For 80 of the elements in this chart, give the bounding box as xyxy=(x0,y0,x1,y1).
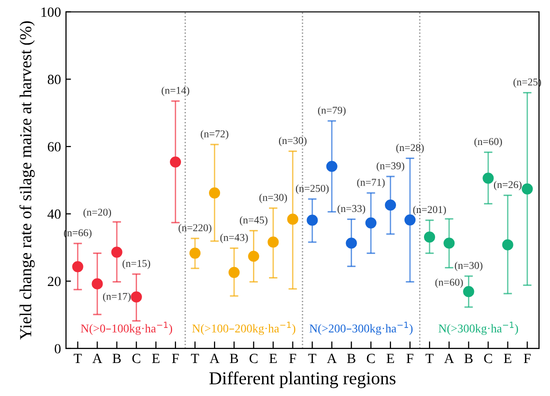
point xyxy=(306,214,318,226)
point xyxy=(111,246,122,258)
x-tick-label: F xyxy=(406,354,414,363)
point xyxy=(365,217,376,228)
x-tick-label: A xyxy=(326,354,337,363)
annotation: (n=15) xyxy=(122,260,150,270)
x-tick-label: F xyxy=(172,354,179,363)
x-tick-label: B xyxy=(230,354,238,364)
annotation: (n=30) xyxy=(278,136,306,146)
annotation: (n=250) xyxy=(296,184,329,194)
x-tick-label: A xyxy=(92,354,102,363)
point xyxy=(444,238,455,249)
x-tick-label: E xyxy=(152,354,160,363)
y-tick-label: 20 xyxy=(48,276,61,286)
point xyxy=(228,266,240,278)
y-axis-title: Yield change rate of silage maize at harvest (%) xyxy=(19,21,35,340)
x-tick-label: T xyxy=(426,354,434,363)
point xyxy=(248,250,260,262)
annotation: (n=33) xyxy=(338,204,366,214)
point xyxy=(92,278,103,290)
point xyxy=(268,236,279,248)
point xyxy=(287,214,298,225)
point xyxy=(130,291,142,303)
x-tick-label: T xyxy=(191,354,200,363)
annotation: (n=20) xyxy=(84,208,112,218)
x-tick-label: B xyxy=(347,354,356,364)
annotation: (n=39) xyxy=(376,162,404,172)
x-tick-label: C xyxy=(366,354,375,364)
annotation: (n=220) xyxy=(178,224,212,234)
point xyxy=(404,214,416,226)
text: N(>0–100kg·ha$^{−1}$) xyxy=(80,322,172,335)
point xyxy=(384,200,396,211)
x-tick-label: E xyxy=(504,354,512,363)
text: N(>300kg·ha$^{−1}$) xyxy=(438,322,518,335)
point xyxy=(463,286,474,298)
y-tick-label: 60 xyxy=(48,142,61,152)
annotation: (n=30) xyxy=(259,194,287,204)
point xyxy=(502,239,514,250)
annotation: (n=72) xyxy=(200,130,228,140)
annotation: (n=201) xyxy=(413,206,446,216)
x-tick-label: T xyxy=(74,354,82,363)
annotation: (n=43) xyxy=(220,234,248,244)
point xyxy=(170,156,182,168)
x-axis-title: Different planting regions xyxy=(209,371,396,388)
annotation: (n=71) xyxy=(357,178,385,188)
annotation: (n=26) xyxy=(494,180,522,190)
point xyxy=(522,183,533,194)
point xyxy=(326,160,338,172)
annotation: (n=79) xyxy=(318,106,346,116)
point xyxy=(189,248,201,259)
x-tick-label: B xyxy=(112,354,121,364)
text: N(>200–300kg·ha$^{−1}$) xyxy=(310,322,413,335)
y-tick-label: 0 xyxy=(54,344,61,354)
annotation: (n=60) xyxy=(435,278,463,288)
annotation: (n=17) xyxy=(103,292,131,302)
x-tick-label: E xyxy=(269,354,277,363)
x-tick-label: A xyxy=(210,354,220,363)
y-tick-label: 80 xyxy=(48,74,61,84)
point xyxy=(482,172,494,184)
annotation: (n=30) xyxy=(454,262,482,272)
y-tick-label: 100 xyxy=(42,7,61,17)
annotation: (n=45) xyxy=(240,216,268,226)
x-tick-label: E xyxy=(386,354,394,363)
x-tick-label: C xyxy=(250,354,258,364)
annotation: (n=14) xyxy=(162,86,190,96)
annotation: (n=60) xyxy=(474,138,502,148)
x-tick-label: A xyxy=(444,354,454,363)
point xyxy=(424,232,436,243)
x-tick-label: T xyxy=(308,354,316,363)
x-tick-label: B xyxy=(464,354,473,364)
x-tick-label: F xyxy=(524,354,531,363)
point xyxy=(72,261,84,272)
text: N(>100–200kg·ha$^{−1}$) xyxy=(192,322,296,335)
annotation: (n=28) xyxy=(396,144,424,154)
x-tick-label: F xyxy=(289,354,296,363)
x-tick-label: C xyxy=(132,354,140,364)
x-tick-label: C xyxy=(484,354,492,364)
point xyxy=(346,238,357,249)
y-tick-label: 40 xyxy=(48,209,61,219)
point xyxy=(208,187,220,199)
